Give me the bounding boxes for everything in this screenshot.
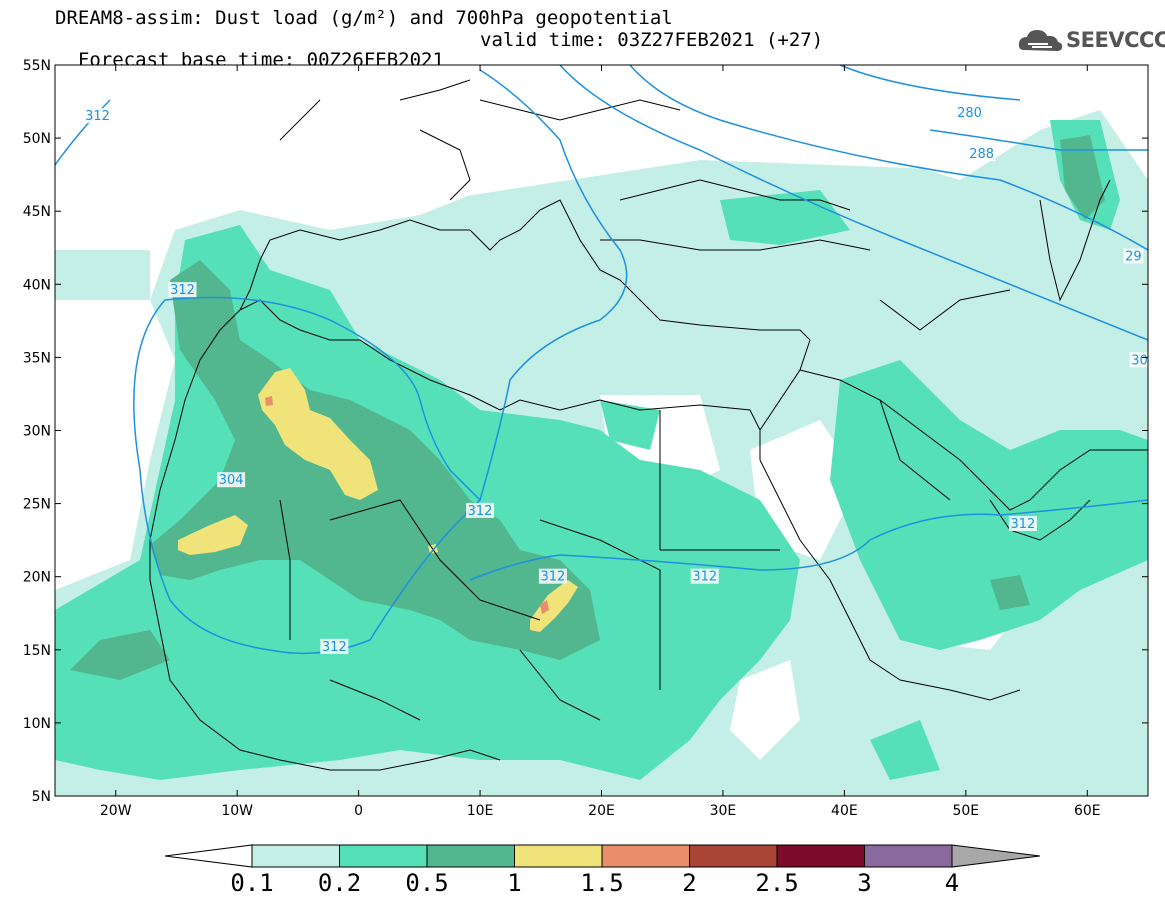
contour-label: 280 (957, 106, 982, 121)
lat-label: 35N (23, 350, 51, 366)
contour-label-layer: 312 312 304 312 312 312 312 312 280 288 29 30 (83, 105, 1150, 655)
contour-label: 288 (969, 147, 994, 162)
colorbar-max-triangle (951, 844, 1041, 868)
contour-label: 312 (322, 640, 347, 655)
colorbar-bin (689, 844, 778, 868)
colorbar-label: 1.5 (580, 869, 623, 897)
lat-label: 45N (23, 204, 51, 220)
lat-label: 55N (23, 58, 51, 74)
contour-label: 29 (1125, 250, 1142, 265)
contour-label: 30 (1131, 353, 1148, 368)
colorbar: 0.1 0.2 0.5 1 1.5 2 2.5 3 4 (164, 844, 1041, 897)
colorbar-bin (601, 844, 690, 868)
lat-label: 5N (32, 789, 51, 805)
colorbar-label: 1 (507, 869, 521, 897)
colorbar-label: 2.5 (755, 869, 798, 897)
geopotential-contours (55, 65, 1148, 655)
contour-label-bg (217, 472, 246, 488)
lon-label: 30E (710, 803, 737, 819)
lon-label: 20W (100, 803, 132, 819)
contour-label: 312 (541, 570, 566, 585)
colorbar-bin (776, 844, 865, 868)
colorbar-bin (251, 844, 340, 868)
contour-label-bg (955, 105, 984, 121)
contour-label-bg (466, 502, 495, 518)
lon-label: 50E (952, 803, 979, 819)
colorbar-bin (426, 844, 515, 868)
lat-label: 50N (23, 131, 51, 147)
contour-label-bg (320, 638, 349, 654)
lon-label: 0 (354, 803, 363, 819)
lon-label: 10E (467, 803, 494, 819)
lon-label: 20E (588, 803, 615, 819)
contour-label-bg (168, 282, 197, 298)
colorbar-min-triangle (164, 844, 253, 868)
colorbar-bin (864, 844, 953, 868)
logo-text: SEEVCCC (1066, 28, 1165, 52)
contour-label: 312 (170, 283, 195, 298)
contour-label: 312 (692, 570, 717, 585)
contour-label-bg (1129, 352, 1150, 368)
chart-title: DREAM8-assim: Dust load (g/m²) and 700hP… (55, 7, 673, 29)
colorbar-label: 0.2 (318, 869, 361, 897)
contour-label-bg (690, 568, 719, 584)
contour-label: 304 (219, 473, 244, 488)
colorbar-label: 4 (945, 869, 959, 897)
lon-label: 60E (1074, 803, 1101, 819)
colorbar-label: 3 (857, 869, 871, 897)
colorbar-bin (339, 844, 428, 868)
contour-label-bg (1008, 516, 1037, 532)
contour-label: 312 (1010, 517, 1035, 532)
colorbar-bin (514, 844, 603, 868)
contour-label-bg (538, 568, 567, 584)
lon-label: 10W (221, 803, 253, 819)
colorbar-label: 0.1 (230, 869, 273, 897)
lat-label: 30N (23, 424, 51, 440)
lat-label: 25N (23, 497, 51, 513)
colorbar-label: 0.5 (405, 869, 448, 897)
lat-label: 10N (23, 716, 51, 732)
contour-label-bg (1123, 248, 1144, 264)
lon-label: 40E (831, 803, 858, 819)
dust-field (55, 65, 1148, 796)
contour-label-bg (967, 146, 996, 162)
lat-label: 15N (23, 643, 51, 659)
valid-time: valid time: 03Z27FEB2021 (+27) (480, 29, 824, 51)
contour-label: 312 (85, 109, 110, 124)
colorbar-label: 2 (682, 869, 696, 897)
coastlines (149, 79, 1148, 771)
contour-label-bg (83, 108, 112, 124)
lat-label: 40N (23, 277, 51, 293)
contour-label: 312 (468, 504, 493, 519)
axis-ticks: 5N 10N 15N 20N 25N 30N 35N 40N 45N 50N 55N 20W 10W 0 1… (23, 58, 1148, 819)
seevccc-logo: SEEVCCC (1018, 26, 1165, 56)
cloud-icon (1018, 30, 1063, 51)
lat-label: 20N (23, 570, 51, 586)
